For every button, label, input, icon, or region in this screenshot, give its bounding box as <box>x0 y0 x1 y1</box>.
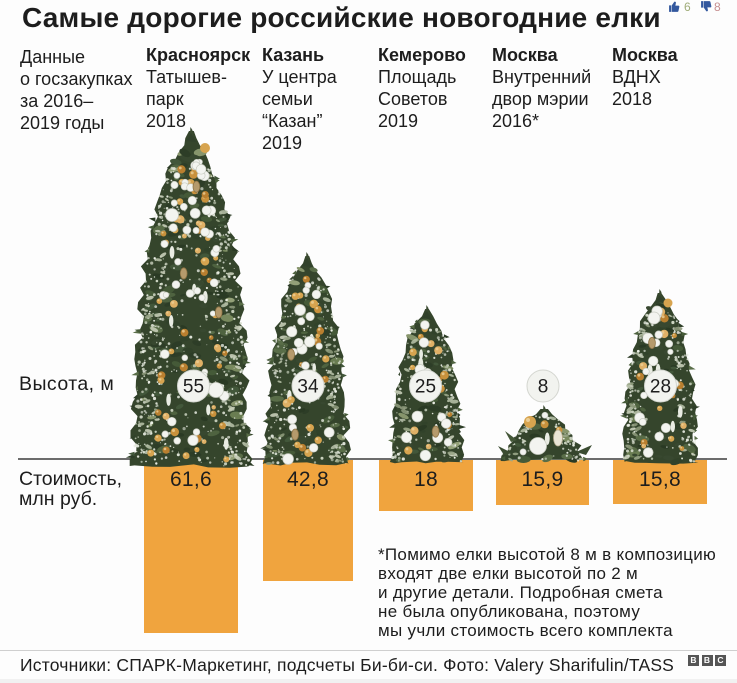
svg-text:55: 55 <box>183 377 204 398</box>
svg-text:15,8: 15,8 <box>639 468 681 491</box>
svg-text:61,6: 61,6 <box>170 468 212 491</box>
svg-text:25: 25 <box>415 377 436 398</box>
svg-text:18: 18 <box>414 468 438 491</box>
svg-text:34: 34 <box>297 377 319 398</box>
svg-text:42,8: 42,8 <box>287 468 329 491</box>
svg-text:8: 8 <box>538 377 549 398</box>
svg-text:15,9: 15,9 <box>521 468 563 491</box>
svg-text:28: 28 <box>650 377 671 398</box>
